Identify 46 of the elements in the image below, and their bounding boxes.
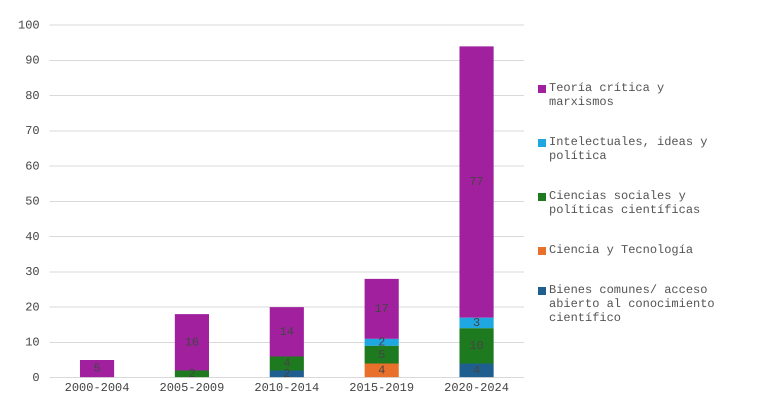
data-label: 4: [378, 363, 386, 378]
data-label: 4: [472, 363, 480, 378]
data-label: 14: [280, 324, 294, 339]
bar: [174, 314, 209, 371]
data-label: 3: [472, 316, 480, 330]
y-tick-label: 60: [25, 159, 40, 174]
legend-label: Ciencias sociales y políticas científicas: [549, 189, 702, 217]
data-label: 2: [188, 367, 196, 381]
x-tick-label: 2020-2024: [444, 380, 509, 395]
bar: [270, 356, 304, 371]
x-tick-label: 2005-2009: [160, 380, 224, 395]
y-tick-label: 90: [25, 54, 40, 68]
y-tick-label: 40: [25, 230, 40, 244]
bar: [270, 307, 304, 356]
legend-label: Teoría crítica y marxismos: [549, 81, 666, 109]
legend-label: Intelectuales, ideas y política: [549, 135, 708, 163]
x-tick-label: 2010-2014: [254, 380, 320, 395]
x-tick-label: 2015-2019: [349, 380, 414, 395]
data-label: 5: [93, 362, 101, 376]
y-tick-label: 100: [18, 18, 40, 32]
y-tick-label: 20: [25, 300, 40, 314]
bar: [364, 338, 399, 346]
y-tick-label: 10: [25, 336, 40, 350]
x-tick-label: 2000-2004: [64, 380, 130, 395]
bar: [459, 328, 494, 364]
bar: [80, 360, 114, 378]
y-tick-label: 50: [25, 194, 40, 209]
bar: [270, 370, 304, 378]
bar: [364, 278, 399, 339]
y-tick-label: 70: [25, 124, 40, 138]
bar: [364, 364, 399, 378]
bar: [459, 364, 494, 378]
y-tick-label: 80: [25, 88, 40, 103]
data-label: 17: [374, 302, 389, 316]
y-tick-label: 30: [25, 265, 40, 280]
data-label: 77: [469, 175, 484, 190]
data-label: 2: [378, 336, 386, 350]
bar: [174, 370, 209, 378]
y-tick-label: 0: [32, 370, 40, 385]
legend-label: Bienes comunes/ acceso abierto al conocimiento científico: [549, 283, 716, 325]
bar: [364, 346, 399, 364]
bar: [459, 46, 494, 318]
data-label: 16: [184, 336, 200, 350]
legend-label: Ciencia y Tecnología: [549, 243, 694, 257]
data-label: 2: [283, 367, 290, 381]
bar: [459, 318, 494, 328]
